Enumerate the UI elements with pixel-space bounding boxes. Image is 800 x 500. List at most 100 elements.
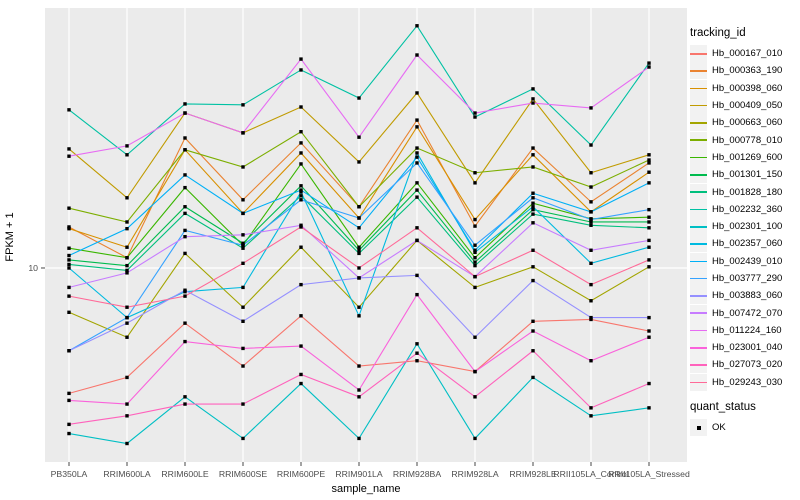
data-point [357, 245, 361, 249]
data-point [589, 317, 593, 322]
y-tick-label: 10 [28, 263, 38, 273]
x-tick-label: RRIM600PE [277, 469, 325, 479]
legend-line-icon [690, 381, 707, 384]
data-point [415, 273, 419, 278]
data-point [183, 173, 187, 177]
data-point [299, 198, 303, 202]
legend-item-Hb_002439_010: Hb_002439_010 [690, 252, 798, 270]
data-point [357, 96, 361, 100]
data-point [299, 57, 303, 61]
legend-line-icon [690, 104, 707, 107]
data-point [473, 335, 477, 339]
data-point [531, 329, 535, 333]
data-point [125, 414, 129, 418]
legend-item-label: Hb_002439_010 [712, 255, 783, 267]
data-point [241, 103, 245, 107]
legend-items: Hb_000167_010 Hb_000363_190 Hb_000398_060 H… [690, 45, 798, 391]
data-point [531, 221, 535, 225]
data-point [67, 422, 71, 427]
legend-line-icon [690, 87, 707, 90]
data-point [531, 201, 535, 205]
data-point [125, 255, 129, 260]
data-point [415, 155, 419, 159]
legend-item-label: Hb_011224_160 [712, 324, 782, 336]
data-point [67, 294, 71, 298]
legend-item-quant-OK: OK [690, 419, 798, 437]
legend-item-label: Hb_000398_060 [712, 82, 783, 94]
legend-item-Hb_000663_060: Hb_000663_060 [690, 114, 798, 132]
legend-title: tracking_id [690, 27, 746, 39]
data-point [299, 151, 303, 155]
data-point [299, 344, 303, 348]
data-point [589, 200, 593, 204]
data-point [241, 436, 245, 441]
data-point [241, 211, 245, 216]
data-point [531, 212, 535, 216]
data-point [531, 87, 535, 91]
data-point [357, 226, 361, 230]
data-point [589, 248, 593, 252]
legend-line-icon [690, 156, 707, 159]
legend-item-label: Hb_002301_100 [712, 221, 783, 233]
data-point [415, 238, 419, 243]
data-point [473, 171, 477, 175]
data-point [299, 141, 303, 145]
data-point [67, 398, 71, 403]
data-point [241, 319, 245, 323]
data-point [647, 215, 651, 219]
data-point [183, 288, 187, 292]
data-point [299, 194, 303, 198]
legend-key-swatch [690, 373, 707, 391]
data-point [473, 250, 477, 255]
data-point [589, 315, 593, 320]
legend-key-swatch [690, 97, 707, 115]
legend-key-swatch [690, 321, 707, 339]
data-point [647, 406, 651, 410]
legend-key-swatch [690, 287, 707, 305]
data-point [647, 381, 651, 386]
data-point [357, 364, 361, 368]
data-point [67, 285, 71, 290]
data-point [183, 205, 187, 209]
data-point [241, 305, 245, 309]
legend-item-Hb_023001_040: Hb_023001_040 [690, 339, 798, 357]
data-point [241, 241, 245, 245]
data-point [125, 226, 129, 231]
legend-item-label: Hb_000409_050 [712, 100, 783, 112]
data-point [183, 402, 187, 406]
data-point [183, 148, 187, 152]
data-point [415, 118, 419, 122]
legend-item-label: Hb_001269_600 [712, 151, 783, 163]
data-point [531, 248, 535, 252]
data-point [299, 225, 303, 229]
data-point [357, 395, 361, 399]
legend-item-Hb_002301_100: Hb_002301_100 [690, 218, 798, 236]
data-point [473, 243, 477, 247]
data-point [125, 335, 129, 339]
plot-panel [45, 8, 687, 462]
data-point [125, 305, 129, 309]
legend-line-icon [690, 277, 707, 280]
x-tick-label: RRIM600SE [219, 469, 267, 479]
data-point [473, 260, 477, 264]
legend-item-label: Hb_023001_040 [712, 342, 783, 354]
legend-item-label: Hb_003777_290 [712, 273, 783, 284]
data-point [183, 234, 187, 239]
legend-item-label: Hb_000363_190 [712, 65, 783, 77]
legend-key-swatch [690, 131, 707, 149]
data-point [241, 243, 245, 247]
data-point [415, 53, 419, 57]
x-tick-label: RRIM600LE [161, 469, 209, 479]
data-point [589, 171, 593, 175]
data-point [415, 292, 419, 297]
y-axis-title: FPKM + 1 [4, 212, 16, 261]
data-point [589, 185, 593, 189]
data-point [531, 101, 535, 105]
legend-item-label: Hb_027073_020 [712, 359, 783, 371]
data-point [415, 359, 419, 363]
legend-line-icon [690, 174, 707, 176]
legend-item-label: Hb_000778_010 [712, 134, 783, 146]
data-point [357, 216, 361, 220]
